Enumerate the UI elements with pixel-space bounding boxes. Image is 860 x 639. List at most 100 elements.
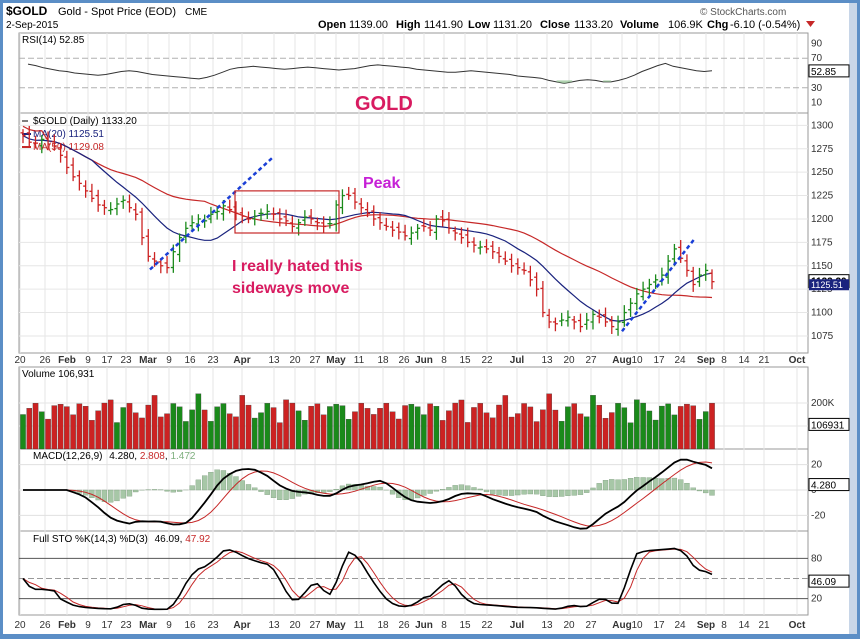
volume-bar [609,412,615,450]
macd-histogram-bar [264,489,270,495]
ohlc-bar [471,237,477,253]
ohlc-bar [39,135,45,154]
ohlc-bar [20,129,26,144]
volume-bar [126,403,133,450]
macd-histogram-bar [371,486,377,491]
volume-bar [132,412,139,450]
volume-bar [696,419,703,450]
macd-histogram-bar [533,489,540,495]
volume-bar [621,407,628,450]
down-arrow-icon [806,21,815,27]
volume-bar [26,408,33,450]
x-axis-tick-label: 27 [309,355,321,366]
macd-histogram-bar [252,487,258,491]
ohlc-bar [527,265,533,287]
x-axis-tick-label: 26 [398,355,410,366]
sto-k: 46.09 [155,534,180,545]
ma20-last-marker [809,279,849,291]
price-series-label: $GOLD (Daily) 1133.20 [33,116,137,127]
volume-bar [477,403,483,450]
x-axis-tick-label: 9 [85,355,91,366]
x-axis-tick-label: 20 [14,620,26,631]
ohlc-bar [302,210,308,226]
x-axis-tick-label: 24 [674,620,686,631]
volume-bar [659,405,665,450]
x-axis-tick-label: 16 [184,355,196,366]
price-series [20,125,715,336]
volume-bar [214,406,220,450]
volume-bar [176,406,183,450]
ohlc-bar [621,305,627,327]
ohlc-bar [33,135,39,149]
ohlc-bar [139,207,145,246]
rsi-last-marker [808,64,850,78]
ohlc-bar [415,223,421,240]
x-axis-tick-label: 23 [207,620,219,631]
volume-bar [439,420,446,450]
sto-last-marker [808,574,850,588]
rsi-oversold-fill [603,80,611,82]
macd-histogram-bar [515,489,521,496]
macd-histogram-bar [258,489,264,492]
volume-bar [508,416,515,450]
volume-bar [421,414,427,450]
volume-bar [396,418,402,450]
ohlc-bar [277,208,283,227]
x-axis-tick-label: 8 [721,620,727,631]
ohlc-readout: Open 1139.00 High 1141.90 Low 1131.20 Cl… [318,19,800,31]
volume-bar [427,403,433,450]
price-panel [18,112,809,354]
ohlc-bar [183,221,189,244]
sideways-range-box [234,190,340,234]
macd-histogram-bar [477,488,483,491]
x-axis-tick-label: 20 [14,355,26,366]
ohlc-bar [603,307,609,327]
dotted-trendline [621,238,695,333]
macd-histogram-bar [621,479,627,491]
ohlc-bar [245,211,251,224]
ohlc-bar [158,258,164,274]
ohlc-bar [546,308,552,329]
ohlc-bar [628,298,634,317]
y-axis-labels: 1300127512501225120011751150112511001075… [808,38,850,605]
ohlc-bar [352,187,358,210]
volume-bar [352,411,358,450]
macd-histogram-bar [389,489,396,495]
instrument-name: Gold - Spot Price (EOD) [58,6,176,18]
macd-sep-2: , [165,451,171,462]
ohlc-bar [421,218,427,232]
volume-bar [665,403,671,450]
ma20-last-value: 1125.51 [811,280,843,290]
volume-bar [320,414,327,450]
x-axis-tick-label: Jul [510,355,525,366]
x-axis-tick-label: Jul [510,620,525,631]
ohlc-bar [646,278,652,296]
price-tick-label: 1100 [811,308,833,319]
macd-histogram-bar [440,489,446,491]
x-axis-tick-label: 20 [563,620,575,631]
macd-histogram-bar [120,489,126,499]
ohlc-bar [596,309,602,324]
x-axis-tick-label: 13 [268,620,280,631]
ohlc-bar [433,215,439,240]
x-axis-tick-label: Apr [233,355,250,366]
macd-histogram-bar [321,489,327,493]
volume-bar [402,405,408,450]
rsi-tick-label: 30 [811,83,823,94]
volume-bar [270,407,277,450]
macd-histogram-bar [471,487,477,491]
right-scrollbar[interactable] [849,3,857,634]
macd-histogram-bar [490,489,496,495]
x-axis-tick-label: 23 [120,620,132,631]
macd-histogram-bar [126,489,133,497]
macd-hist: 1.472 [170,451,195,462]
macd-name: MACD(12,26,9) [33,451,102,462]
ohlc-bar [678,240,684,263]
macd-signal-line [23,461,713,527]
volume-bar [89,420,95,450]
volume-tick-label: 200K [811,398,835,409]
macd-histogram-bar [684,482,690,491]
volume-bar [170,403,177,450]
